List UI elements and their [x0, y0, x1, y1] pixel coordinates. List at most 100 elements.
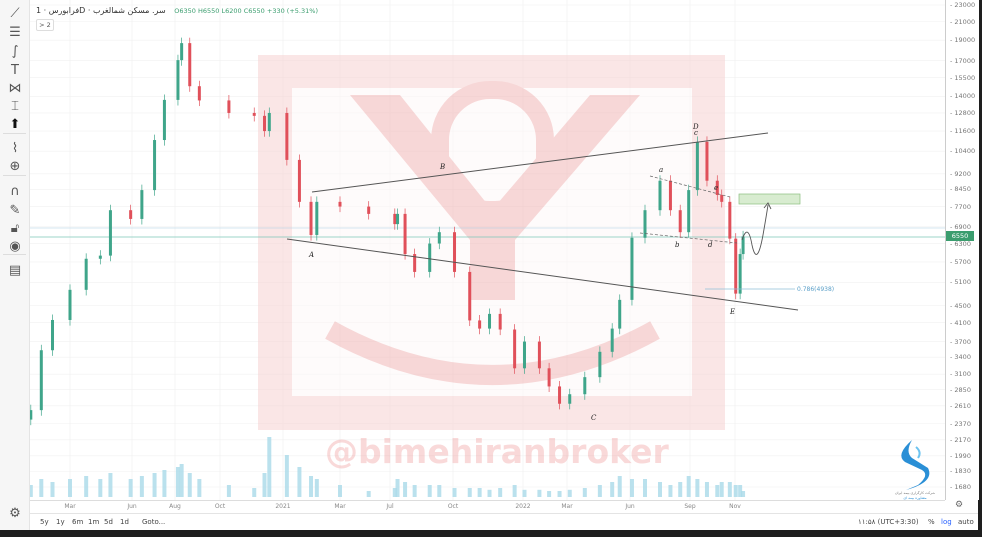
candle-body: [51, 319, 54, 351]
price-chart[interactable]: A B C D c a b d e E 0.786(4938) شرکت کار…: [30, 0, 945, 500]
price-tick-label: - 21000: [950, 17, 976, 26]
candle: [687, 184, 691, 238]
price-tick-label: - 3400: [950, 353, 971, 362]
candle-body: [720, 194, 724, 202]
price-tick-label: - 23000: [950, 1, 976, 9]
fib-icon[interactable]: ☰: [9, 25, 21, 40]
price-tick-label: - 19000: [950, 36, 976, 45]
candle-body: [437, 232, 441, 244]
symbol-legend[interactable]: فرابورس · 1D · سر. مسکن شمالغرب O6350 H6…: [36, 6, 318, 15]
volume-bar: [678, 482, 683, 497]
arrow-up-icon[interactable]: ⬆: [9, 117, 21, 132]
candle-body: [188, 43, 192, 87]
volume-bar: [487, 489, 492, 497]
volume-bar: [467, 488, 472, 497]
range-button-5y[interactable]: 5y: [40, 518, 49, 526]
candle: [367, 201, 371, 220]
price-tick-label: - 8450: [950, 185, 971, 194]
volume-bar: [309, 476, 314, 497]
time-tick-label: 2022: [515, 503, 531, 510]
volume-bar: [741, 491, 746, 497]
volume-bar: [128, 479, 133, 497]
magnet-icon[interactable]: ∩: [10, 184, 20, 199]
volume-bar: [68, 479, 72, 497]
candle: [197, 80, 201, 107]
high-value: H6550: [197, 7, 220, 15]
candle-body: [488, 313, 492, 329]
candle-body: [285, 112, 289, 160]
eye-icon[interactable]: ◉: [9, 239, 21, 254]
brush-icon[interactable]: ∫: [11, 44, 19, 59]
time-axis[interactable]: Mar Jun Aug Oct 2021 Mar Jul Oct 2022 Mar Jun Sep No…: [30, 500, 945, 513]
candle-body: [478, 320, 482, 329]
symbol-title: فرابورس · 1D · سر. مسکن شمالغرب: [36, 6, 166, 15]
volume-bar: [197, 479, 202, 497]
candle: [309, 196, 313, 241]
volume-bar: [392, 488, 397, 497]
range-button-5d[interactable]: 5d: [104, 518, 113, 526]
candle: [396, 208, 400, 230]
candle-body: [30, 410, 33, 420]
trash-icon[interactable]: ▤: [8, 263, 22, 278]
time-tick-label: Mar: [64, 503, 76, 510]
range-button-1m[interactable]: 1m: [88, 518, 100, 526]
trend-line-icon[interactable]: ⟋: [10, 6, 20, 21]
volume-bars: [30, 437, 746, 497]
candle: [180, 37, 184, 66]
wave-label-A: A: [308, 251, 314, 259]
candle: [630, 232, 634, 306]
candle: [522, 336, 526, 374]
clock[interactable]: ۱۱:۵۸ (UTC+3:30): [858, 518, 919, 526]
pattern-icon[interactable]: ⋈: [8, 81, 22, 96]
volume-bar: [727, 482, 732, 497]
volume-bar: [567, 489, 572, 497]
candle-body: [687, 190, 691, 233]
candle: [338, 196, 342, 213]
price-axis[interactable]: - 23000 - 21000 - 19000 - 17000 - 15500 - 140…: [945, 0, 979, 500]
price-tick-label: - 14000: [950, 92, 976, 101]
candle: [393, 208, 397, 230]
zoom-in-icon[interactable]: ⊕: [9, 159, 21, 174]
candle: [413, 248, 417, 278]
settings-icon[interactable]: ⚙: [9, 506, 21, 521]
axis-settings-icon[interactable]: ⚙: [955, 500, 964, 510]
measure-lines-icon[interactable]: ⌶: [11, 99, 19, 114]
volume-bar: [512, 485, 517, 497]
candle: [598, 346, 602, 383]
range-button-1d[interactable]: 1d: [120, 518, 129, 526]
candle: [153, 134, 157, 196]
goto-button[interactable]: Goto...: [142, 518, 166, 526]
percent-toggle[interactable]: %: [928, 518, 935, 526]
wave-label-b: b: [675, 241, 680, 249]
candle-body: [197, 86, 201, 101]
log-toggle[interactable]: log: [941, 518, 952, 526]
candle: [84, 253, 88, 296]
candle-body: [98, 255, 102, 259]
time-tick-label: Jun: [625, 503, 635, 510]
volume-bar: [226, 485, 231, 497]
broker-logo: شرکت کارگزاری بیمه ایران مشاوره بیمه ای: [895, 440, 935, 500]
auto-toggle[interactable]: auto: [958, 518, 974, 526]
price-tick-label: - 11600: [950, 127, 976, 136]
candle: [315, 196, 319, 241]
range-button-1y[interactable]: 1y: [56, 518, 65, 526]
range-button-6m[interactable]: 6m: [72, 518, 84, 526]
volume-bar: [338, 485, 342, 497]
price-tick-label: - 12800: [950, 108, 976, 117]
volume-bar: [498, 488, 503, 497]
volume-bar: [314, 479, 319, 497]
candle-body: [84, 258, 88, 290]
indicators-collapse-button[interactable]: > 2: [36, 19, 54, 31]
volume-bar: [187, 473, 192, 497]
wave-label-a: a: [659, 166, 663, 174]
drawing-toolbar: ⟋ ☰ ∫ T ⋈ ⌶ ⬆ ⌇ ⊕ ∩ ✎ 🔓︎ ◉ ▤ ⚙: [0, 0, 30, 530]
arrow-head-icon: [763, 202, 772, 210]
ruler-icon[interactable]: ⌇: [11, 141, 19, 156]
volume-bar: [477, 488, 482, 497]
lock-drawing-icon[interactable]: ✎: [9, 203, 21, 218]
candle: [297, 154, 301, 208]
text-icon[interactable]: T: [11, 63, 19, 78]
candle-body: [140, 190, 144, 219]
wave-label-D: D: [692, 123, 699, 131]
lock-icon[interactable]: 🔓︎: [10, 221, 20, 236]
